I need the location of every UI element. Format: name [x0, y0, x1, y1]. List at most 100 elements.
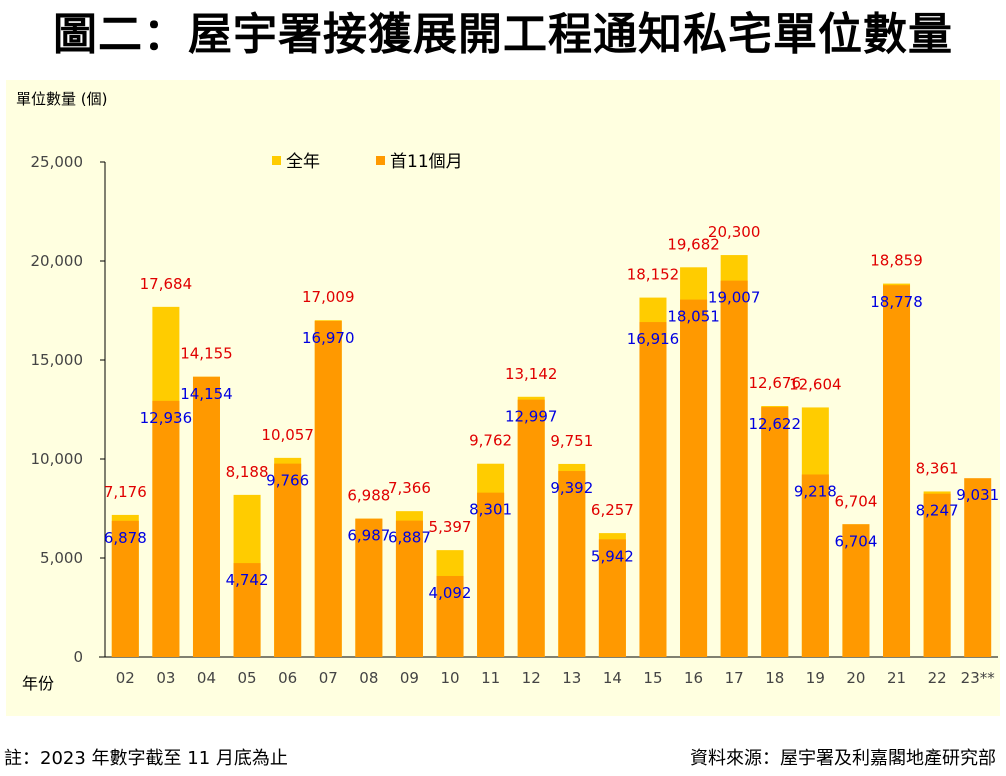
data-label-full-year: 6,257 — [591, 501, 634, 519]
x-tick-label: 22 — [928, 669, 947, 687]
bar-first-11-months — [639, 322, 667, 657]
x-tick-label: 07 — [319, 669, 338, 687]
data-label-full-year: 18,152 — [627, 266, 680, 284]
y-tick-label: 15,000 — [31, 351, 84, 369]
data-label-full-year: 18,859 — [870, 252, 923, 270]
bar-first-11-months — [314, 320, 342, 657]
data-label-first-11-months: 6,704 — [834, 532, 877, 550]
x-tick-label: 06 — [278, 669, 297, 687]
data-label-full-year: 8,361 — [916, 459, 959, 477]
bar-first-11-months — [923, 493, 951, 657]
data-label-full-year: 20,300 — [708, 223, 761, 241]
data-label-first-11-months: 8,301 — [469, 501, 512, 519]
legend-swatch-first-11-months — [376, 156, 385, 165]
bar-first-11-months — [436, 575, 464, 657]
x-axis-title: 年份 — [22, 674, 54, 693]
bar-first-11-months — [598, 539, 626, 657]
y-tick-label: 5,000 — [40, 549, 83, 567]
data-label-first-11-months: 12,997 — [505, 408, 558, 426]
x-tick-label: 04 — [197, 669, 216, 687]
data-label-full-year: 8,188 — [226, 463, 269, 481]
bar-first-11-months — [477, 492, 505, 657]
data-label-full-year: 7,176 — [104, 483, 147, 501]
data-label-first-11-months: 9,392 — [550, 479, 593, 497]
y-tick-label: 20,000 — [31, 252, 84, 270]
x-tick-label: 15 — [643, 669, 662, 687]
data-label-full-year: 6,988 — [347, 487, 390, 505]
x-tick-label: 02 — [116, 669, 135, 687]
x-tick-label: 14 — [603, 669, 622, 687]
data-label-full-year: 10,057 — [261, 426, 314, 444]
data-label-full-year: 5,397 — [429, 518, 472, 536]
data-label-first-11-months: 5,942 — [591, 547, 634, 565]
x-tick-label: 13 — [562, 669, 581, 687]
data-label-first-11-months: 6,887 — [388, 529, 431, 547]
data-label-first-11-months: 16,916 — [627, 330, 680, 348]
y-tick-label: 10,000 — [31, 450, 84, 468]
x-tick-label: 11 — [481, 669, 500, 687]
data-label-full-year: 17,009 — [302, 288, 355, 306]
bar-first-11-months — [801, 474, 829, 657]
bar-first-11-months — [111, 520, 139, 657]
data-label-first-11-months: 19,007 — [708, 289, 761, 307]
data-label-full-year: 13,142 — [505, 365, 558, 383]
x-tick-label: 05 — [238, 669, 257, 687]
data-label-first-11-months: 12,936 — [140, 409, 193, 427]
data-label-full-year: 14,155 — [180, 345, 233, 363]
x-tick-label: 08 — [359, 669, 378, 687]
bar-first-11-months — [355, 518, 383, 657]
data-label-full-year: 7,366 — [388, 479, 431, 497]
legend-swatch-full-year — [272, 156, 281, 165]
data-label-full-year: 12,676 — [749, 374, 802, 392]
x-tick-label: 20 — [846, 669, 865, 687]
x-tick-label: 09 — [400, 669, 419, 687]
bar-first-11-months — [558, 471, 586, 657]
bar-first-11-months — [395, 520, 423, 657]
x-tick-label: 03 — [156, 669, 175, 687]
x-tick-label: 17 — [725, 669, 744, 687]
data-label-first-11-months: 18,051 — [667, 308, 720, 326]
bar-first-11-months — [233, 563, 261, 657]
data-label-first-11-months: 16,970 — [302, 329, 355, 347]
bar-first-11-months — [680, 299, 708, 657]
bar-first-11-months — [192, 376, 220, 657]
bar-first-11-months — [883, 285, 911, 657]
data-label-first-11-months: 18,778 — [870, 293, 923, 311]
data-label-first-11-months: 4,742 — [226, 571, 269, 589]
x-tick-label: 16 — [684, 669, 703, 687]
legend-label-first-11-months: 首11個月 — [390, 152, 463, 172]
data-label-full-year: 9,762 — [469, 432, 512, 450]
bar-first-11-months — [274, 463, 302, 657]
data-label-full-year: 19,682 — [667, 235, 720, 253]
data-label-full-year: 17,684 — [140, 275, 193, 293]
data-label-full-year: 12,604 — [789, 375, 842, 393]
data-label-first-11-months: 4,092 — [429, 584, 472, 602]
data-label-full-year: 9,751 — [550, 432, 593, 450]
legend-label-full-year: 全年 — [286, 152, 320, 172]
data-label-full-year: 6,704 — [834, 492, 877, 510]
x-tick-label: 18 — [765, 669, 784, 687]
source-note: 資料來源：屋宇署及利嘉閣地產研究部 — [690, 748, 996, 769]
bar-first-11-months — [517, 399, 545, 657]
bar-first-11-months — [842, 524, 870, 657]
data-label-first-11-months: 9,766 — [266, 472, 309, 490]
data-label-first-11-months: 6,987 — [347, 527, 390, 545]
chart-title: 圖二：屋宇署接獲展開工程通知私宅單位數量 — [53, 9, 953, 60]
x-tick-label: 23** — [961, 669, 996, 687]
legend: 全年 首11個月 — [272, 152, 463, 172]
x-tick-label: 10 — [440, 669, 459, 687]
data-label-first-11-months: 6,878 — [104, 529, 147, 547]
data-label-first-11-months: 9,031 — [956, 486, 999, 504]
y-tick-label: 0 — [73, 648, 83, 666]
y-axis-title: 單位數量 (個) — [16, 90, 107, 108]
bar-first-11-months — [964, 478, 992, 657]
x-tick-label: 19 — [806, 669, 825, 687]
footnote: 註：2023 年數字截至 11 月底為止 — [4, 748, 288, 769]
bar-first-11-months — [761, 407, 789, 657]
data-label-first-11-months: 14,154 — [180, 385, 233, 403]
bar-first-11-months — [152, 400, 180, 657]
y-tick-label: 25,000 — [31, 153, 84, 171]
x-tick-label: 12 — [522, 669, 541, 687]
bar-first-11-months — [720, 280, 748, 657]
